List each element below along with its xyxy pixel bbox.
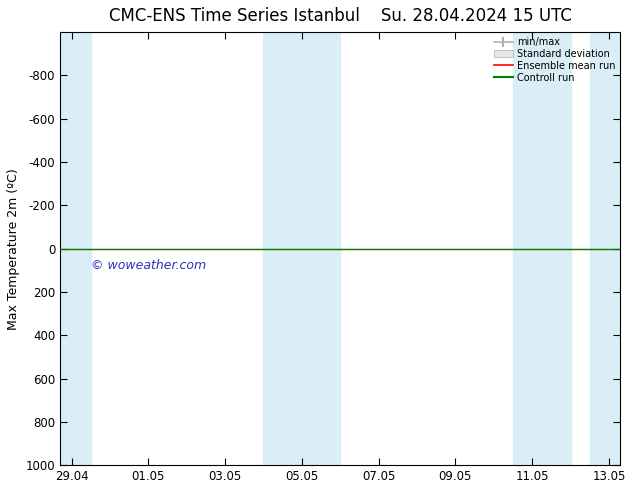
Legend: min/max, Standard deviation, Ensemble mean run, Controll run: min/max, Standard deviation, Ensemble me… bbox=[492, 35, 618, 85]
Bar bbox=[590, 32, 621, 465]
Title: CMC-ENS Time Series Istanbul    Su. 28.04.2024 15 UTC: CMC-ENS Time Series Istanbul Su. 28.04.2… bbox=[109, 7, 572, 25]
Text: © woweather.com: © woweather.com bbox=[91, 259, 206, 272]
Y-axis label: Max Temperature 2m (ºC): Max Temperature 2m (ºC) bbox=[7, 168, 20, 329]
Bar bbox=[264, 32, 340, 465]
Bar bbox=[513, 32, 571, 465]
Bar bbox=[60, 32, 91, 465]
